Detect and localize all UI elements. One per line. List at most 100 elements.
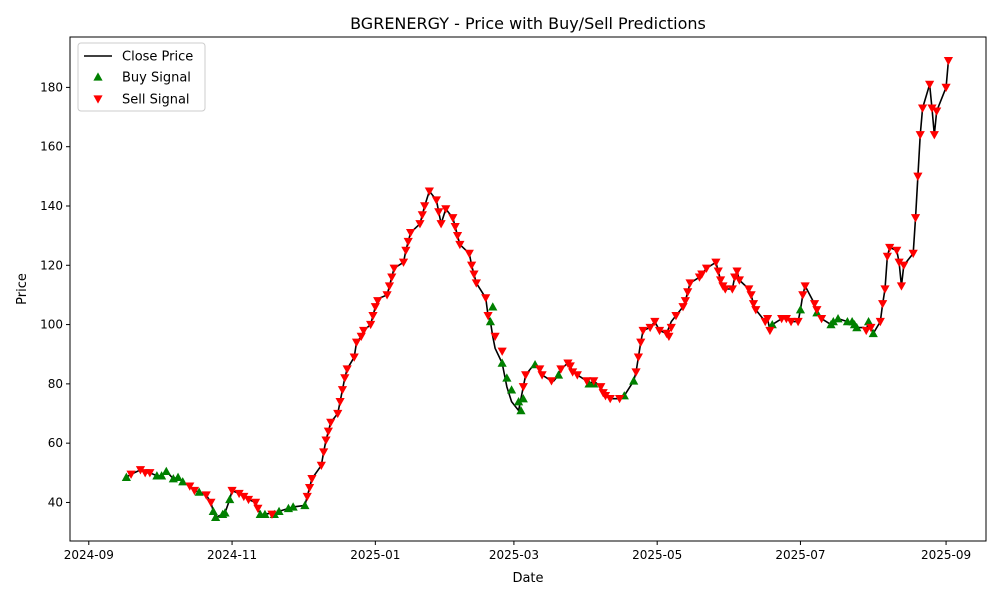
sell-signal-marker <box>206 498 216 508</box>
sell-signal-marker <box>319 448 329 457</box>
buy-signal-marker <box>260 509 270 518</box>
sell-signal-marker <box>882 252 892 261</box>
sell-signal-marker <box>899 261 909 270</box>
sell-signal-marker <box>398 258 409 267</box>
sell-signal-marker <box>701 264 712 273</box>
sell-signal-marker <box>746 291 756 300</box>
x-tick-label: 2024-11 <box>207 548 257 562</box>
sell-signal-marker <box>349 353 359 362</box>
sell-signal-marker <box>401 246 411 256</box>
sell-signal-marker <box>253 504 263 513</box>
sell-signal-marker <box>917 104 928 113</box>
buy-signal-marker <box>553 370 564 379</box>
sell-signal-marker <box>351 338 362 347</box>
sell-signal-marker <box>326 418 336 428</box>
sell-signal-marker <box>368 312 378 321</box>
buy-signal-marker <box>488 302 498 311</box>
sell-signal-marker <box>786 317 796 327</box>
buy-signal-marker <box>506 385 517 394</box>
buy-signal-marker <box>274 506 284 516</box>
sell-signal-marker <box>448 214 458 223</box>
sell-signal-marker <box>809 300 820 309</box>
sell-signal-marker <box>638 326 648 336</box>
buy-signal-marker <box>300 500 310 510</box>
legend: Close Price Buy Signal Sell Signal <box>77 42 206 112</box>
y-tick-label: 140 <box>40 199 63 213</box>
sell-signal-marker <box>798 291 808 300</box>
sell-signal-marker <box>892 246 902 256</box>
buy-signal-marker <box>157 471 167 480</box>
sell-signal-marker <box>382 291 392 300</box>
sell-signal-marker <box>135 466 146 475</box>
sell-signal-marker <box>436 220 446 229</box>
x-tick-label: 2025-09 <box>921 548 971 562</box>
buy-signal-marker <box>502 373 512 382</box>
sell-signal-marker <box>671 312 681 321</box>
buy-signal-marker <box>795 305 806 314</box>
sell-signal-marker <box>405 228 416 238</box>
sell-signal-marker <box>861 326 871 336</box>
legend-sell-signal-label: Sell Signal <box>122 93 190 108</box>
sell-signal-marker <box>323 427 333 436</box>
x-tick-label: 2025-05 <box>632 548 682 562</box>
sell-signal-marker <box>471 279 481 288</box>
sell-signal-marker <box>535 365 545 374</box>
sell-signal-marker <box>450 223 460 232</box>
sell-signal-marker <box>734 276 744 285</box>
sell-signal-marker <box>521 371 531 380</box>
sell-signal-marker <box>715 276 726 285</box>
sell-signal-marker <box>420 202 430 211</box>
sell-signal-marker <box>697 270 707 279</box>
sell-signal-marker <box>800 282 810 291</box>
sell-signal-marker <box>568 368 578 377</box>
sell-signal-marker <box>713 267 723 276</box>
sell-signal-marker <box>469 270 479 279</box>
axes-frame <box>69 36 987 542</box>
sell-signal-marker <box>596 383 606 392</box>
sell-signal-marker <box>875 317 885 327</box>
sell-signal-marker <box>605 395 615 404</box>
sell-signal-marker <box>243 495 254 505</box>
y-tick-label: 80 <box>48 377 63 391</box>
sell-signal-marker <box>358 326 369 336</box>
buy-signal-marker <box>518 394 528 403</box>
sell-signal-marker <box>455 240 465 250</box>
y-axis-label: Price <box>15 273 30 305</box>
sell-signal-marker <box>417 211 427 220</box>
sell-signal-marker <box>925 80 935 90</box>
buy-signal-marker <box>833 314 843 323</box>
sell-signal-marker <box>126 470 136 479</box>
sell-signal-marker <box>490 332 500 342</box>
sell-signal-marker <box>680 297 690 306</box>
sell-signal-marker <box>497 347 507 356</box>
sell-signal-marker <box>234 489 244 499</box>
sell-signal-marker <box>941 83 951 92</box>
sell-signal-marker <box>546 377 557 386</box>
sell-signal-marker <box>711 258 721 267</box>
sell-signal-marker <box>337 386 348 395</box>
sell-signal-marker <box>518 383 528 392</box>
sell-signal-marker <box>910 214 921 223</box>
buy-signal-marker <box>220 508 230 517</box>
sell-signal-marker <box>335 397 345 407</box>
sell-signal-marker <box>894 258 904 267</box>
sell-signal-marker <box>896 282 907 291</box>
sell-signal-marker <box>467 261 477 270</box>
sell-signal-marker <box>239 492 249 502</box>
sell-signal-marker <box>666 323 676 333</box>
sell-signal-marker <box>250 498 261 508</box>
buy-signal-marker <box>288 502 298 511</box>
buy-signal-marker <box>868 328 878 338</box>
sell-signal-marker <box>816 314 827 324</box>
sell-signal-marker <box>880 285 890 294</box>
sell-signal-marker <box>589 377 599 386</box>
buy-signal-marker <box>863 317 874 326</box>
sell-signal-marker <box>645 323 655 333</box>
sell-signal-marker <box>434 208 444 217</box>
x-tick-label: 2025-01 <box>350 548 400 562</box>
buy-signal-marker <box>828 317 838 326</box>
buy-signal-marker <box>629 376 639 385</box>
sell-signal-marker <box>885 243 895 253</box>
sell-signal-marker <box>913 172 923 181</box>
